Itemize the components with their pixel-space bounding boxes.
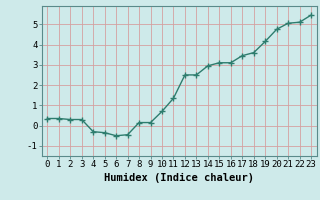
X-axis label: Humidex (Indice chaleur): Humidex (Indice chaleur) xyxy=(104,173,254,183)
